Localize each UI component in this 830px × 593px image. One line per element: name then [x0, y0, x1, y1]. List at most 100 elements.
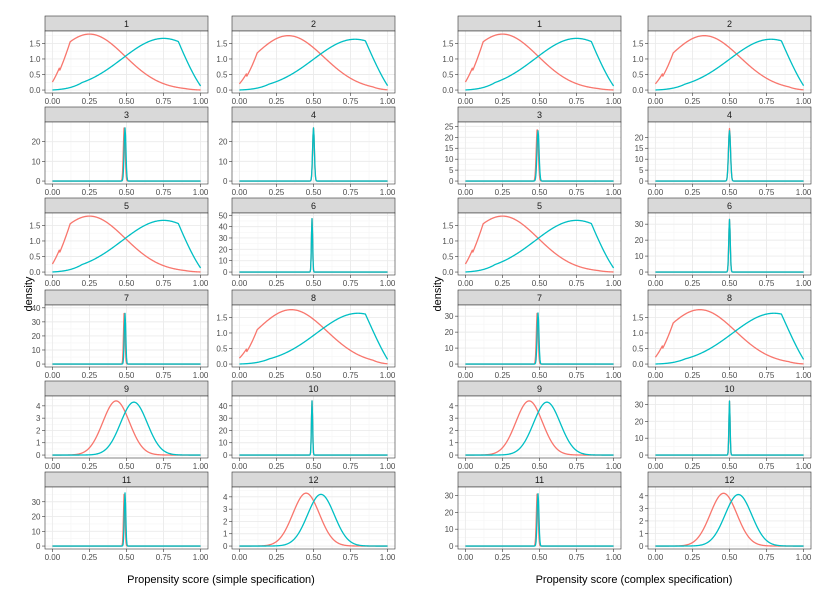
x-tick-label: 1.00	[796, 553, 812, 562]
y-tick-label: 3	[36, 414, 41, 423]
x-tick-label: 0.50	[722, 279, 738, 288]
x-tick-label: 0.00	[45, 279, 61, 288]
y-tick-label: 2	[639, 517, 644, 526]
x-tick-label: 0.75	[156, 279, 172, 288]
x-tick-label: 0.75	[759, 371, 775, 380]
strip-label: 1	[124, 19, 129, 29]
x-tick-label: 0.75	[156, 462, 172, 471]
x-tick-label: 1.00	[796, 371, 812, 380]
panel-1: 1 0.0 0.5 1.0 1.5 0.00 0.25 0.50 0.75 1.00	[442, 15, 622, 106]
panel-11: 11 0 10 20 30 0.00 0.25 0.50 0.75 1.00	[32, 471, 209, 562]
y-tick-label: 1.0	[442, 55, 454, 64]
panel-6: 6 0 10 20 30 0.00 0.25 0.50 0.75 1.00	[635, 197, 812, 288]
y-tick-label: 0	[36, 542, 41, 551]
x-tick-label: 0.25	[495, 97, 511, 106]
y-tick-label: 1.0	[216, 329, 228, 338]
y-tick-label: 30	[635, 220, 644, 229]
x-tick-label: 0.50	[119, 188, 135, 197]
x-tick-label: 0.00	[45, 462, 61, 471]
density-line-control	[465, 312, 614, 365]
y-tick-label: 0.0	[29, 86, 41, 95]
y-tick-label: 0.5	[216, 71, 228, 80]
x-tick-label: 0.25	[82, 553, 98, 562]
density-line-control	[239, 400, 388, 456]
x-tick-label: 0.75	[569, 279, 585, 288]
density-line-control	[52, 492, 201, 547]
density-line-control	[655, 130, 804, 182]
y-tick-label: 0.0	[442, 268, 454, 277]
strip-label: 4	[727, 110, 732, 120]
x-tick-label: 0.00	[458, 553, 474, 562]
y-tick-label: 1.5	[216, 39, 228, 48]
y-tick-label: 1.5	[442, 39, 454, 48]
facet-figure-1: 10.00.51.01.50.00 0.25 0.50 0.75 1.0020.00.5…	[23, 15, 396, 586]
y-tick-label: 30	[445, 312, 454, 321]
y-tick-label: 1	[639, 529, 644, 538]
x-tick-label: 0.25	[269, 279, 285, 288]
strip-label: 12	[308, 475, 318, 485]
x-tick-label: 0.75	[569, 188, 585, 197]
x-tick-label: 1.00	[193, 462, 209, 471]
strip-label: 1	[537, 19, 542, 29]
x-tick-label: 0.50	[532, 97, 548, 106]
panel-8: 8 0.0 0.5 1.0 1.5 0.00 0.25 0.50 0.75 1.00	[216, 289, 396, 380]
strip-label: 10	[308, 384, 318, 394]
x-tick-label: 0.75	[343, 553, 359, 562]
y-tick-label: 0.0	[29, 268, 41, 277]
y-tick-label: 1.5	[632, 39, 644, 48]
x-tick-label: 0.50	[532, 553, 548, 562]
y-tick-label: 1.5	[29, 39, 41, 48]
x-tick-label: 0.50	[306, 97, 322, 106]
x-tick-label: 0.75	[569, 462, 585, 471]
x-tick-label: 1.00	[796, 462, 812, 471]
x-tick-label: 1.00	[380, 188, 396, 197]
x-tick-label: 0.00	[45, 188, 61, 197]
y-tick-label: 30	[32, 498, 41, 507]
strip-label: 3	[537, 110, 542, 120]
x-tick-label: 0.75	[156, 553, 172, 562]
strip-label: 11	[535, 475, 544, 485]
panel-4: 4 0 10 20 0.00 0.25 0.50 0.75 1.00	[219, 106, 396, 197]
y-axis-title: density	[432, 276, 444, 311]
y-tick-label: 4	[449, 402, 454, 411]
y-tick-label: 10	[445, 525, 454, 534]
x-tick-label: 0.25	[82, 97, 98, 106]
density-line-control	[52, 219, 202, 273]
y-tick-label: 10	[635, 155, 644, 164]
y-axis-title: density	[23, 276, 35, 311]
y-tick-label: 2	[449, 426, 454, 435]
panel-9: 9 0 1 2 3 4 0.00 0.25 0.50 0.75 1.00	[36, 380, 209, 471]
y-tick-label: 40	[32, 304, 41, 313]
x-tick-label: 0.75	[759, 553, 775, 562]
y-tick-label: 1.5	[216, 313, 228, 322]
y-tick-label: 3	[223, 505, 228, 514]
y-tick-label: 20	[32, 138, 41, 147]
x-tick-label: 0.50	[306, 371, 322, 380]
y-tick-label: 0	[449, 360, 454, 369]
y-tick-label: 0	[223, 542, 228, 551]
y-tick-label: 4	[639, 492, 644, 501]
x-tick-label: 0.50	[532, 279, 548, 288]
x-tick-label: 0.50	[532, 462, 548, 471]
y-tick-label: 5	[449, 166, 454, 175]
x-tick-label: 0.50	[722, 97, 738, 106]
x-tick-label: 0.75	[343, 279, 359, 288]
y-tick-label: 1	[449, 439, 454, 448]
y-tick-label: 0.5	[442, 71, 454, 80]
x-tick-label: 1.00	[193, 553, 209, 562]
strip-label: 3	[124, 110, 129, 120]
panel-5: 5 0.0 0.5 1.0 1.5 0.00 0.25 0.50 0.75 1.00	[442, 197, 622, 288]
panel-8: 8 0.0 0.5 1.0 1.5 0.00 0.25 0.50 0.75 1.00	[632, 289, 812, 380]
density-line-control	[465, 401, 614, 456]
strip-label: 8	[311, 293, 316, 303]
y-tick-label: 20	[32, 513, 41, 522]
density-line-treated	[654, 309, 804, 365]
panel-4: 4 0 5 10 15 20 0.00 0.25 0.50 0.75 1.00	[635, 106, 812, 197]
y-tick-label: 0.5	[216, 345, 228, 354]
density-line-treated	[464, 215, 614, 273]
density-line-control	[52, 127, 201, 182]
y-tick-label: 3	[449, 414, 454, 423]
y-tick-label: 0	[449, 177, 454, 186]
x-tick-label: 1.00	[796, 97, 812, 106]
